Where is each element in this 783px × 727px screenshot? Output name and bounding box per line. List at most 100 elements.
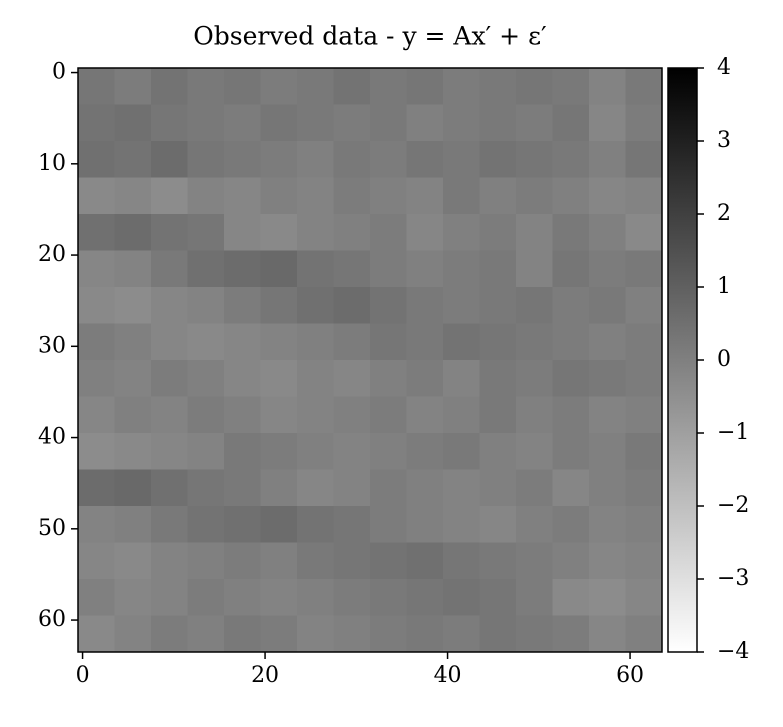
heatmap-cell [552,323,590,361]
heatmap-cell [333,104,371,142]
heatmap-cell [443,615,480,653]
heatmap-cell [78,323,115,361]
heatmap-cell [260,141,298,178]
heatmap-cell [151,579,188,616]
heatmap-cell [443,104,480,142]
heatmap-cell [625,433,663,470]
heatmap-cell [297,104,334,142]
heatmap-cell [333,615,371,653]
heatmap-cell [78,287,115,324]
heatmap-cell [78,214,115,251]
heatmap-cell [589,104,626,142]
heatmap-cell [260,323,298,361]
heatmap-cell [370,323,407,361]
heatmap-cell [260,104,298,142]
x-tick-label: 0 [76,663,90,688]
heatmap-cell [114,104,152,142]
heatmap-cell [151,323,188,361]
heatmap-cell [625,250,663,288]
heatmap-cell [406,287,444,324]
heatmap-cell [187,396,225,434]
heatmap-cell [224,214,261,251]
colorbar [667,67,698,653]
heatmap-cell [479,433,517,470]
heatmap-cell [260,542,298,580]
heatmap-cell [187,433,225,470]
x-tick-label: 60 [616,663,644,688]
heatmap-cell [78,177,115,215]
heatmap-cell [333,177,371,215]
heatmap-cell [187,506,225,543]
heatmap-cell [151,469,188,507]
heatmap-cell [552,104,590,142]
heatmap-cell [370,250,407,288]
heatmap-cell [552,615,590,653]
heatmap-cell [297,615,334,653]
heatmap-cell [224,396,261,434]
heatmap-cell [224,360,261,397]
heatmap-cell [370,214,407,251]
heatmap-cell [479,141,517,178]
heatmap-cell [479,615,517,653]
heatmap-cell [516,141,553,178]
heatmap-cell [589,433,626,470]
heatmap-cell [370,287,407,324]
heatmap-cell [625,323,663,361]
heatmap-cell [443,141,480,178]
heatmap-cell [479,177,517,215]
heatmap-cell [151,177,188,215]
heatmap-cell [297,214,334,251]
heatmap-cell [370,68,407,105]
heatmap-cell [260,360,298,397]
heatmap-cell [78,469,115,507]
heatmap-cell [443,287,480,324]
heatmap-cell [114,615,152,653]
heatmap-cell [78,360,115,397]
heatmap-cell [151,506,188,543]
heatmap-cell [333,579,371,616]
heatmap-cell [406,542,444,580]
heatmap-cell [297,68,334,105]
heatmap-cell [78,68,115,105]
heatmap-cell [333,469,371,507]
heatmap-cell [114,323,152,361]
heatmap-cell [333,214,371,251]
heatmap-cell [297,250,334,288]
y-tick-label: 10 [38,151,66,176]
heatmap-cell [479,506,517,543]
heatmap-cell [333,396,371,434]
heatmap-cell [370,615,407,653]
heatmap-cell [443,396,480,434]
heatmap-cell [297,542,334,580]
heatmap-cell [224,469,261,507]
heatmap-cell [406,396,444,434]
heatmap-cell [297,396,334,434]
y-tick-label: 20 [38,242,66,267]
heatmap-cell [333,141,371,178]
heatmap-cell [114,542,152,580]
heatmap-cell [151,68,188,105]
heatmap-cell [479,469,517,507]
heatmap-cell [443,433,480,470]
heatmap-cell [151,104,188,142]
heatmap-cell [516,177,553,215]
heatmap-cell [552,68,590,105]
heatmap-cell [552,396,590,434]
heatmap-cell [78,433,115,470]
heatmap-cell [370,506,407,543]
heatmap-cell [625,506,663,543]
heatmap-cell [479,287,517,324]
colorbar-tick-label: −2 [717,493,749,518]
heatmap-cell [552,214,590,251]
heatmap-cell [151,141,188,178]
heatmap-cell [151,433,188,470]
heatmap-cell [260,579,298,616]
heatmap-cell [114,141,152,178]
heatmap-cell [479,396,517,434]
heatmap-cell [625,469,663,507]
heatmap-cell [406,469,444,507]
heatmap-cell [443,214,480,251]
heatmap-cell [224,68,261,105]
heatmap-cell [78,141,115,178]
heatmap-cell [552,177,590,215]
